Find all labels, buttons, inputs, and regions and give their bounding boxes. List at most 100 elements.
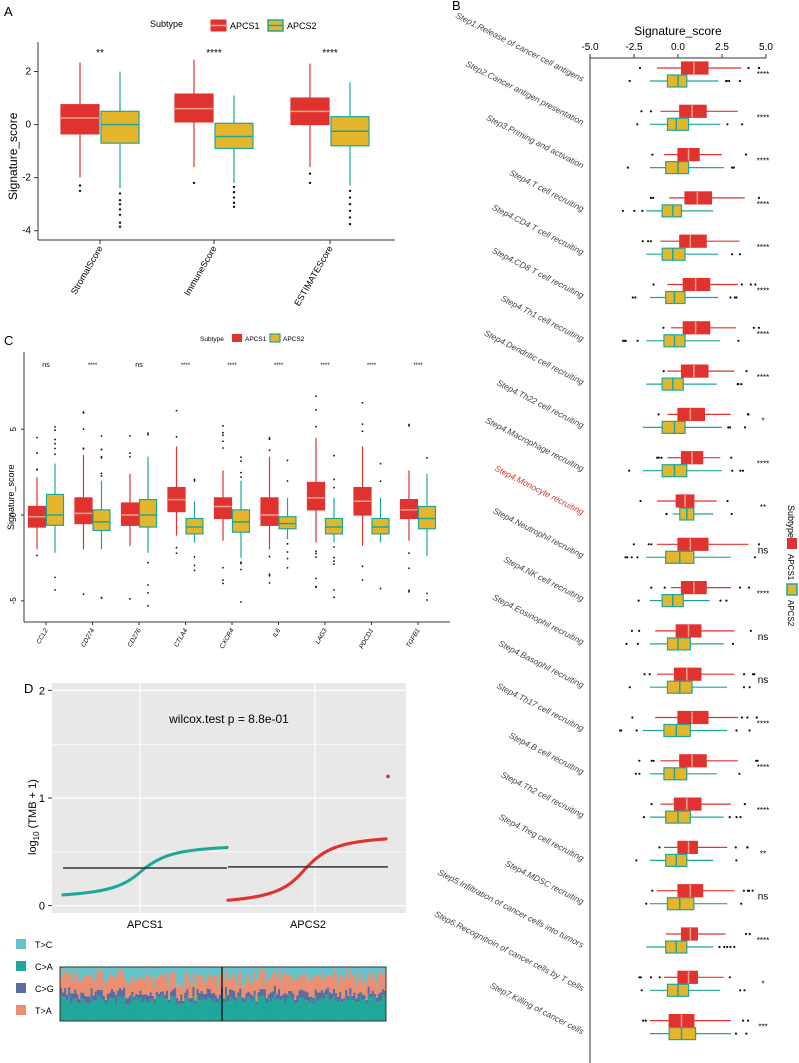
panel-b-category-label: Step4.CD8 T cell recruiting [491,245,586,300]
mutation-bar-segment [367,986,370,995]
mutation-bar-segment [371,967,375,972]
panel-b-box-apcs2-10 [665,507,733,521]
panel-a-box-apcs1-0 [60,62,100,178]
mutation-bar-segment [345,969,348,990]
panel-b-category-label: Step5.Infiltration of cancer cells into … [436,867,586,950]
panel-b-outlier [651,153,654,156]
mutation-bar-segment [184,967,187,974]
mutation-bar-segment [200,975,203,992]
panel-a-significance: **** [206,48,222,59]
mutation-bar-segment [339,967,342,976]
mutation-bar-segment [131,995,134,1021]
panel-c-box-apcs2-3 [185,501,204,543]
panel-b-outlier [730,512,733,516]
mutation-bar-segment [245,978,248,994]
panel-a-ytick-label: 0 [25,120,31,131]
mutation-bar-segment [149,980,152,993]
mutation-bar-segment [60,967,63,970]
mutation-bar-segment [157,967,161,977]
panel-a-outlier [348,222,352,226]
panel-b-outlier [649,976,653,979]
mutation-bar-segment [210,993,214,1002]
mutation-bar-segment [119,987,122,997]
panel-b-box [666,74,688,88]
mutation-bar-segment [233,990,236,1001]
panel-b-box-apcs2-20 [646,940,736,954]
mutation-bar-segment [86,996,89,1005]
mutation-bar-segment [265,983,269,998]
mutation-bar-segment [170,995,173,1021]
mutation-bar-segment [98,970,102,991]
panel-d-ytick-label: 0 [39,901,45,913]
panel-c-outlier [361,565,364,568]
panel-b-outlier [744,932,748,936]
panel-c-outlier [129,452,131,454]
panel-c-xlabel: CXCR4 [219,627,236,650]
mutation-bar-segment [318,967,322,978]
mutation-bar-segment [271,991,275,999]
mutation-bar-segment [115,1004,118,1021]
mutation-bar-segment [349,995,352,1021]
mutation-bar-segment [357,978,360,994]
mutation-bar-segment [212,998,216,1021]
panel-b-box [665,161,690,175]
panel-b-box-apcs2-13 [625,637,735,651]
mutation-bar-segment [161,975,165,992]
mutation-bar-segment [347,979,350,997]
mutation-bar-segment [161,967,165,976]
panel-c-outlier [408,552,410,555]
panel-c-box-apcs2-7 [371,497,390,543]
mutation-bar-segment [288,967,291,975]
mutation-bar-segment [373,967,377,978]
panel-c-outlier [426,592,428,595]
panel-c-box-apcs2-4-box [231,509,251,533]
mutation-bar-segment [326,974,330,988]
mutation-bar-segment [72,993,75,1000]
panel-b-outlier [638,66,642,70]
panel-c-outlier [286,480,289,482]
mutation-bar-segment [92,1001,95,1021]
mutation-bar-segment [251,967,254,984]
panel-b-outlier [658,976,661,979]
mutation-bar-segment [218,967,222,974]
mutation-bar-segment [314,975,318,990]
mutation-bar-segment [210,967,214,981]
mutation-legend-swatch [16,1005,26,1015]
panel-b-outlier [663,586,666,589]
panel-b-outlier [731,642,735,646]
mutation-bar-segment [330,998,334,1021]
panel-c-box-apcs2-8 [417,473,437,557]
panel-c-outlier [286,459,289,462]
mutation-bar-segment [292,967,295,982]
mutation-bar-segment [363,999,366,1021]
panel-c-outlier [36,554,38,557]
panel-b-significance: **** [757,460,769,469]
mutation-bar-segment [245,993,248,1000]
mutation-bar-segment [335,973,338,993]
mutation-bar-segment [218,999,222,1021]
mutation-bar-segment [98,990,102,997]
mutation-bar-segment [314,967,318,976]
mutation-bar-segment [192,996,195,1021]
mutation-bar-segment [127,984,130,998]
panel-c-legend-apcs1: APCS1 [232,334,267,343]
panel-a-ytick-label: -2 [22,173,31,184]
panel-b-box [661,420,686,434]
mutation-bar-segment [337,984,340,997]
panel-c-box-apcs1-4-box [213,497,233,520]
panel-b-box-apcs1-9 [656,451,733,465]
mutation-bar-segment [108,973,112,993]
mutation-bar-segment [196,988,199,996]
mutation-bar-segment [123,987,126,997]
panel-c-legend-apcs2-label: APCS2 [283,336,305,343]
mutation-bar-segment [155,967,159,978]
panel-b-outlier [743,426,747,429]
panel-b-outlier [738,586,742,589]
mutation-bar-segment [255,1004,258,1021]
mutation-bar-segment [167,1003,171,1021]
mutation-bar-segment [133,981,136,997]
panel-c-outlier [333,556,335,559]
panel-c-outlier [268,438,271,441]
mutation-bar-segment [119,967,122,970]
mutation-bar-segment [174,996,177,1021]
